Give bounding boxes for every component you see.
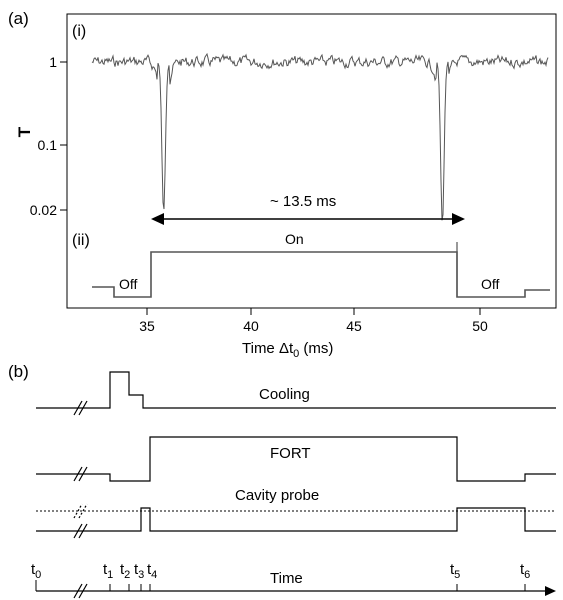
- y-tick-label-1: 1: [49, 54, 57, 70]
- state-off-left: Off: [119, 276, 138, 292]
- x-axis-label-sub: 0: [293, 348, 299, 360]
- subpanel-i-label: (i): [72, 23, 86, 40]
- break-mark-probe2-a: [73, 523, 83, 539]
- fort-waveform: [36, 436, 556, 482]
- axis-break-marks: [73, 400, 88, 599]
- break-mark-fort-b: [78, 466, 88, 482]
- time-axis-label: Time: [270, 570, 303, 587]
- y-tick-label-0.02: 0.02: [30, 202, 57, 218]
- cavity-probe-label: Cavity probe: [235, 487, 319, 504]
- time-mark-t6: t6: [520, 561, 530, 581]
- time-mark-t5: t5: [450, 561, 460, 581]
- x-axis-label: Time Δt0 (ms): [242, 340, 333, 360]
- time-axis-arrowhead: [545, 586, 556, 596]
- break-mark-cooling-a: [73, 400, 83, 416]
- x-tick-label-50: 50: [472, 318, 488, 334]
- plot-frame: [66, 13, 557, 309]
- break-mark-probe-a: [73, 503, 83, 519]
- y-axis-label: T: [15, 126, 34, 137]
- interval-arrow-right: [452, 213, 465, 225]
- subpanel-ii-label: (ii): [72, 232, 90, 249]
- x-axis-label-main: Time Δt: [242, 340, 294, 357]
- break-mark-probe-b: [78, 503, 88, 519]
- fort-state-trace: [92, 251, 550, 298]
- time-mark-t4: t4: [147, 561, 157, 581]
- x-ticks: 35 40 45 50: [139, 308, 488, 334]
- y-tick-label-0.1: 0.1: [38, 137, 58, 153]
- time-mark-t0: t0: [31, 561, 41, 581]
- break-mark-probe2-b: [78, 523, 88, 539]
- panel-b-label: (b): [8, 362, 29, 381]
- time-mark-t2: t2: [120, 561, 130, 581]
- transmission-trace: [91, 52, 549, 221]
- cavity-probe-waveform: [36, 507, 556, 532]
- x-axis-label-unit: (ms): [299, 340, 333, 357]
- time-mark-t1: t1: [103, 561, 113, 581]
- cooling-label: Cooling: [259, 386, 310, 403]
- interval-annotation: ~ 13.5 ms: [270, 193, 336, 210]
- x-tick-label-45: 45: [346, 318, 362, 334]
- state-off-right: Off: [481, 276, 500, 292]
- panel-a-label: (a): [8, 9, 29, 28]
- time-mark-ticks: [109, 584, 526, 591]
- interval-arrow-left: [151, 213, 164, 225]
- state-on: On: [285, 231, 304, 247]
- fort-label: FORT: [270, 445, 311, 462]
- break-mark-fort-a: [73, 466, 83, 482]
- x-tick-label-35: 35: [139, 318, 155, 334]
- time-mark-t3: t3: [134, 561, 144, 581]
- break-mark-time-a: [73, 583, 83, 599]
- break-mark-cooling-b: [78, 400, 88, 416]
- cooling-waveform: [36, 371, 556, 409]
- break-mark-time-b: [78, 583, 88, 599]
- x-tick-label-40: 40: [243, 318, 259, 334]
